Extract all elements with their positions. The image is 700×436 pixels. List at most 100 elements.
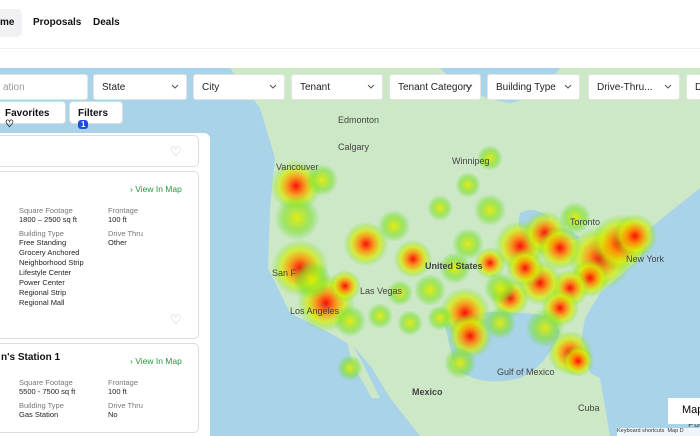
button-label: Favorites (5, 108, 50, 119)
heat-blob (484, 307, 516, 339)
map-label: Las Vegas (360, 286, 403, 296)
map-label: Winnipeg (452, 156, 490, 166)
placeholder: ation (3, 82, 25, 93)
heart-icon[interactable]: ♡ (170, 312, 182, 327)
heat-blob (439, 252, 471, 284)
active-tab-bg (0, 9, 22, 37)
chevron (664, 84, 672, 89)
label: Drive Thru (108, 401, 143, 410)
dropdown-label: City (202, 82, 220, 93)
value: Power Center (19, 278, 65, 287)
label: Building Type (19, 229, 64, 238)
map-label: United States (425, 261, 483, 271)
label: Drive Thru (108, 229, 143, 238)
chevron (465, 84, 473, 89)
heat-blob (337, 355, 363, 381)
heat-blob (455, 172, 481, 198)
map-footer: Keyboard shortcuts Map D (617, 428, 700, 436)
label: Square Footage (19, 378, 73, 387)
filter-dropdown[interactable]: State (93, 74, 187, 100)
dropdown-label: Tenant (300, 82, 331, 93)
label: Frontage (108, 378, 139, 387)
heat-blob (612, 213, 658, 259)
nav-tab[interactable]: me (0, 17, 15, 28)
map-label: Toronto (570, 217, 600, 227)
heat-blob (505, 248, 545, 288)
value: 100 ft (108, 387, 127, 396)
value: Free Standing (19, 238, 67, 247)
favorites-button[interactable]: Favorites ♡ (0, 101, 66, 130)
heat-blob (559, 202, 591, 234)
map-label: Mexico (412, 387, 443, 397)
heat-blob (387, 280, 413, 306)
map-label: Puerto Ri (688, 419, 700, 429)
nav-tab[interactable]: Deals (93, 17, 120, 28)
map-type-button[interactable]: Map (668, 398, 700, 424)
filter-dropdown[interactable]: D (686, 74, 700, 100)
heart-icon: ♡ (5, 119, 14, 130)
heat-blob (452, 228, 484, 260)
result-card[interactable]: ♡ (0, 135, 199, 167)
map-label: New York (626, 254, 665, 264)
value: Regional Mall (19, 298, 65, 307)
filter-dropdown[interactable]: Drive-Thru... (588, 74, 680, 100)
value: Regional Strip (19, 288, 67, 297)
value: 100 ft (108, 215, 127, 224)
heat-blob (306, 164, 338, 196)
value: 1800 – 2500 sq ft (19, 215, 77, 224)
dropdown-label: Building Type (496, 82, 556, 93)
dropdown-label: Drive-Thru... (597, 82, 653, 93)
footer-link[interactable]: Keyboard shortcuts (617, 428, 665, 434)
dropdown-label: State (102, 82, 126, 93)
badge: 1 (78, 120, 89, 129)
link-label: View In Map (135, 356, 182, 366)
heat-blob (414, 274, 446, 306)
value: Neighborhood Strip (19, 258, 84, 267)
heat-blob (484, 272, 516, 304)
heat-blob (393, 239, 433, 279)
heat-blob (397, 310, 423, 336)
map-label: Cuba (578, 403, 600, 413)
filter-dropdown[interactable]: City (193, 74, 285, 100)
value: Lifestyle Center (19, 268, 72, 277)
result-card[interactable]: › View In Map Square Footage 1800 – 2500 s… (0, 171, 199, 339)
value: Gas Station (19, 410, 59, 419)
value: No (108, 410, 118, 419)
heat-blob (274, 195, 320, 241)
view-in-map[interactable]: › View In Map (130, 356, 182, 366)
heat-blob (562, 345, 594, 377)
card-title: n's Station 1 (1, 352, 61, 363)
heart-icon[interactable]: ♡ (170, 144, 182, 159)
filter-dropdown[interactable]: Building Type (487, 74, 580, 100)
view-in-map[interactable]: › View In Map (130, 184, 182, 194)
dropdown-label: D (695, 82, 700, 93)
value: 5500 - 7500 sq ft (19, 387, 76, 396)
heat-blob (367, 303, 393, 329)
filter-dropdown[interactable]: Tenant (291, 74, 383, 100)
heat-blob (427, 195, 453, 221)
filters-button[interactable]: Filters 1 (69, 101, 123, 129)
nav-tab[interactable]: Proposals (33, 17, 82, 28)
result-card[interactable]: n's Station 1 › View In Map Square Footage… (0, 343, 199, 433)
chevron (367, 84, 375, 89)
heat-blob (292, 260, 332, 300)
link-label: View In Map (135, 184, 182, 194)
top-nav: me Proposals Deals (0, 0, 700, 49)
map-label: Gulf of Mexico (497, 367, 555, 377)
heat-blob (444, 347, 476, 379)
label: Building Type (19, 401, 64, 410)
search-input[interactable]: ation (0, 74, 88, 100)
button-label: Filters (78, 108, 109, 119)
label: Frontage (108, 206, 139, 215)
heat-blob (474, 194, 506, 226)
footer-link: Map D (667, 428, 684, 434)
heat-blob (329, 270, 361, 302)
value: Other (108, 238, 127, 247)
atlantic (580, 188, 700, 436)
chevron (171, 84, 179, 89)
heat-blob (427, 305, 453, 331)
filter-dropdown[interactable]: Tenant Category (389, 74, 481, 100)
dropdown-label: Tenant Category (398, 82, 472, 93)
map-label: Calgary (338, 142, 370, 152)
